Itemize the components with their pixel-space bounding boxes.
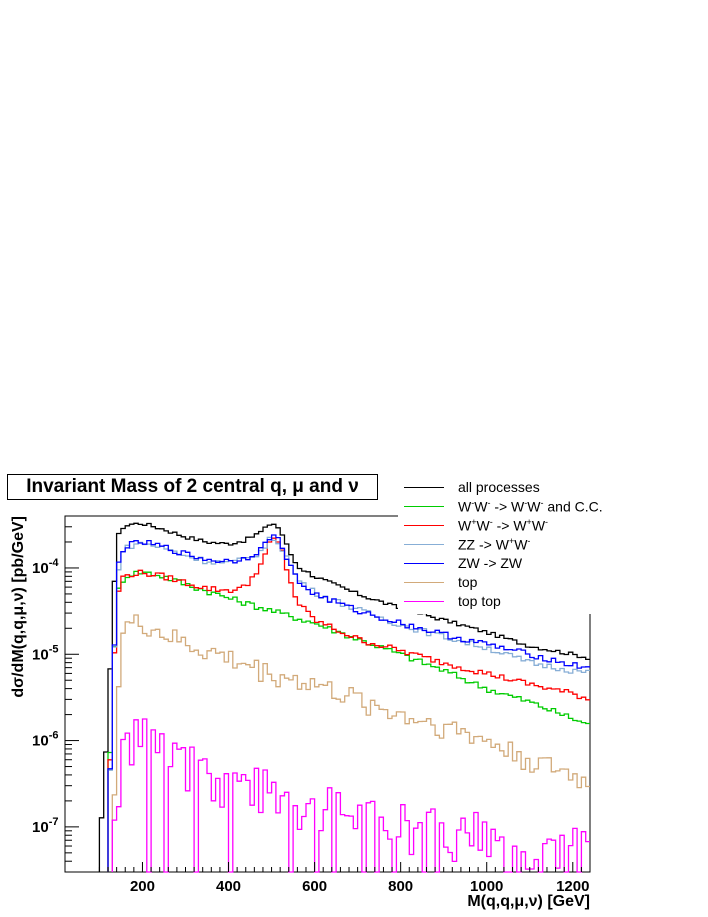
legend-swatch — [404, 544, 444, 545]
legend-label: top top — [458, 593, 501, 609]
legend-label: ZW -> ZW — [458, 555, 523, 571]
chart-title: Invariant Mass of 2 central q, μ and ν — [7, 474, 378, 500]
y-axis-title: dσ/dM(q,q,μ,ν) [pb/GeV] — [10, 516, 27, 698]
legend-item: W-W- -> W-W- and C.C. — [398, 497, 620, 517]
x-axis-title: M(q,q,μ,ν) [GeV] — [467, 893, 590, 910]
x-tick-label: 1200 — [556, 878, 589, 895]
y-tick-label: 10-7 — [32, 816, 58, 836]
x-tick-label: 800 — [388, 878, 413, 895]
series-top — [111, 614, 590, 872]
series-zw-zw — [107, 534, 590, 872]
series-layer — [98, 522, 590, 873]
series-all-processes — [98, 522, 590, 872]
legend-swatch — [404, 506, 444, 507]
legend-label: all processes — [458, 479, 540, 495]
series-w-w-w-w- — [107, 537, 590, 872]
legend-item: all processes — [398, 478, 620, 498]
legend-label: W+W- -> W+W- — [458, 517, 549, 534]
legend-item: ZW -> ZW — [398, 554, 620, 574]
legend-swatch — [404, 487, 444, 488]
x-tick-label: 200 — [130, 878, 155, 895]
legend-label: ZZ -> W+W- — [458, 536, 531, 553]
legend-swatch — [404, 601, 444, 602]
legend-item: ZZ -> W+W- — [398, 535, 620, 555]
y-tick-label: 10-6 — [32, 730, 58, 750]
series-top-top — [111, 718, 590, 873]
legend-label: W-W- -> W-W- and C.C. — [458, 498, 603, 515]
y-axis: 10-7 10-6 10-5 10-4 — [32, 515, 79, 873]
y-tick-label: 10-5 — [32, 643, 58, 663]
x-axis: 200 400 600 800 1000 1200 — [98, 862, 591, 895]
legend-swatch — [404, 582, 444, 583]
legend: all processes W-W- -> W-W- and C.C. W+W- -… — [398, 478, 620, 614]
legend-swatch — [404, 563, 444, 564]
x-tick-label: 1000 — [470, 878, 503, 895]
legend-label: top — [458, 574, 478, 590]
x-tick-label: 400 — [216, 878, 241, 895]
legend-item: top — [398, 573, 620, 593]
x-tick-label: 600 — [302, 878, 327, 895]
legend-swatch — [404, 525, 444, 526]
legend-item: W+W- -> W+W- — [398, 516, 620, 536]
y-tick-label: 10-4 — [32, 557, 59, 577]
legend-item: top top — [398, 592, 620, 612]
